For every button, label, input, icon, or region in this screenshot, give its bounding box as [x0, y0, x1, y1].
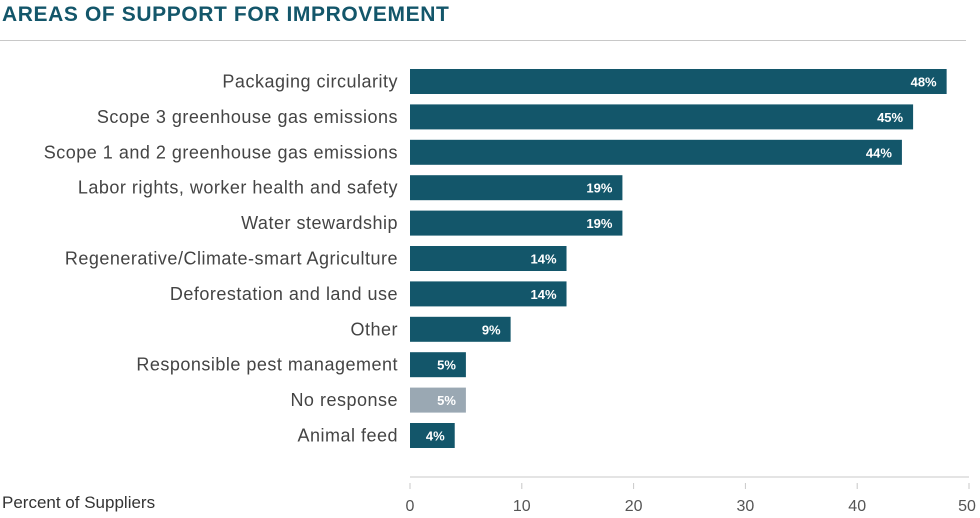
- page-title: AREAS OF SUPPORT FOR IMPROVEMENT: [2, 3, 450, 26]
- bar-value-label-0: 48%: [911, 75, 937, 90]
- x-tick-label-2: 20: [625, 498, 643, 515]
- bar-value-label-5: 14%: [530, 252, 556, 267]
- bar-value-label-3: 19%: [586, 181, 612, 196]
- x-tick-label-4: 40: [848, 498, 866, 515]
- x-axis-label: Percent of Suppliers: [2, 493, 156, 512]
- x-tick-label-1: 10: [513, 498, 531, 515]
- bar-value-label-8: 5%: [437, 358, 456, 373]
- bar-value-label-1: 45%: [877, 110, 903, 125]
- x-axis: 0 10 20 30 40 50: [406, 476, 976, 515]
- bar-1: [410, 104, 914, 130]
- category-label-3: Labor rights, worker health and safety: [78, 178, 398, 198]
- category-label-1: Scope 3 greenhouse gas emissions: [97, 107, 398, 127]
- category-label-6: Deforestation and land use: [170, 284, 398, 304]
- bar-2: [410, 139, 902, 165]
- bar-0: [410, 69, 947, 94]
- bar-value-label-2: 44%: [866, 145, 892, 160]
- category-label-0: Packaging circularity: [222, 72, 398, 92]
- bar-value-label-9: 5%: [437, 393, 456, 408]
- category-label-5: Regenerative/Climate-smart Agriculture: [65, 249, 398, 269]
- bar-4: [410, 210, 623, 236]
- category-label-10: Animal feed: [297, 426, 398, 446]
- bar-10: [410, 423, 455, 448]
- x-tick-label-3: 30: [737, 498, 755, 515]
- category-label-2: Scope 1 and 2 greenhouse gas emissions: [44, 142, 398, 162]
- bar-6: [410, 281, 567, 307]
- category-label-9: No response: [290, 390, 398, 410]
- bar-value-label-10: 4%: [426, 429, 445, 444]
- title-divider: [0, 40, 966, 41]
- bar-7: [410, 316, 511, 342]
- bar-9: [410, 387, 466, 413]
- bar-8: [410, 352, 466, 378]
- category-label-4: Water stewardship: [241, 213, 398, 233]
- bar-value-label-7: 9%: [482, 322, 501, 337]
- bar-5: [410, 246, 567, 271]
- bars-group: 48% Packaging circularity 45% Scope 3 green…: [44, 69, 947, 448]
- bar-3: [410, 175, 623, 201]
- category-label-8: Responsible pest management: [136, 355, 398, 375]
- category-label-7: Other: [350, 319, 398, 339]
- x-tick-label-0: 0: [406, 498, 415, 515]
- x-tick-label-5: 50: [958, 498, 976, 515]
- bar-value-label-6: 14%: [530, 287, 556, 302]
- bar-value-label-4: 19%: [586, 216, 612, 231]
